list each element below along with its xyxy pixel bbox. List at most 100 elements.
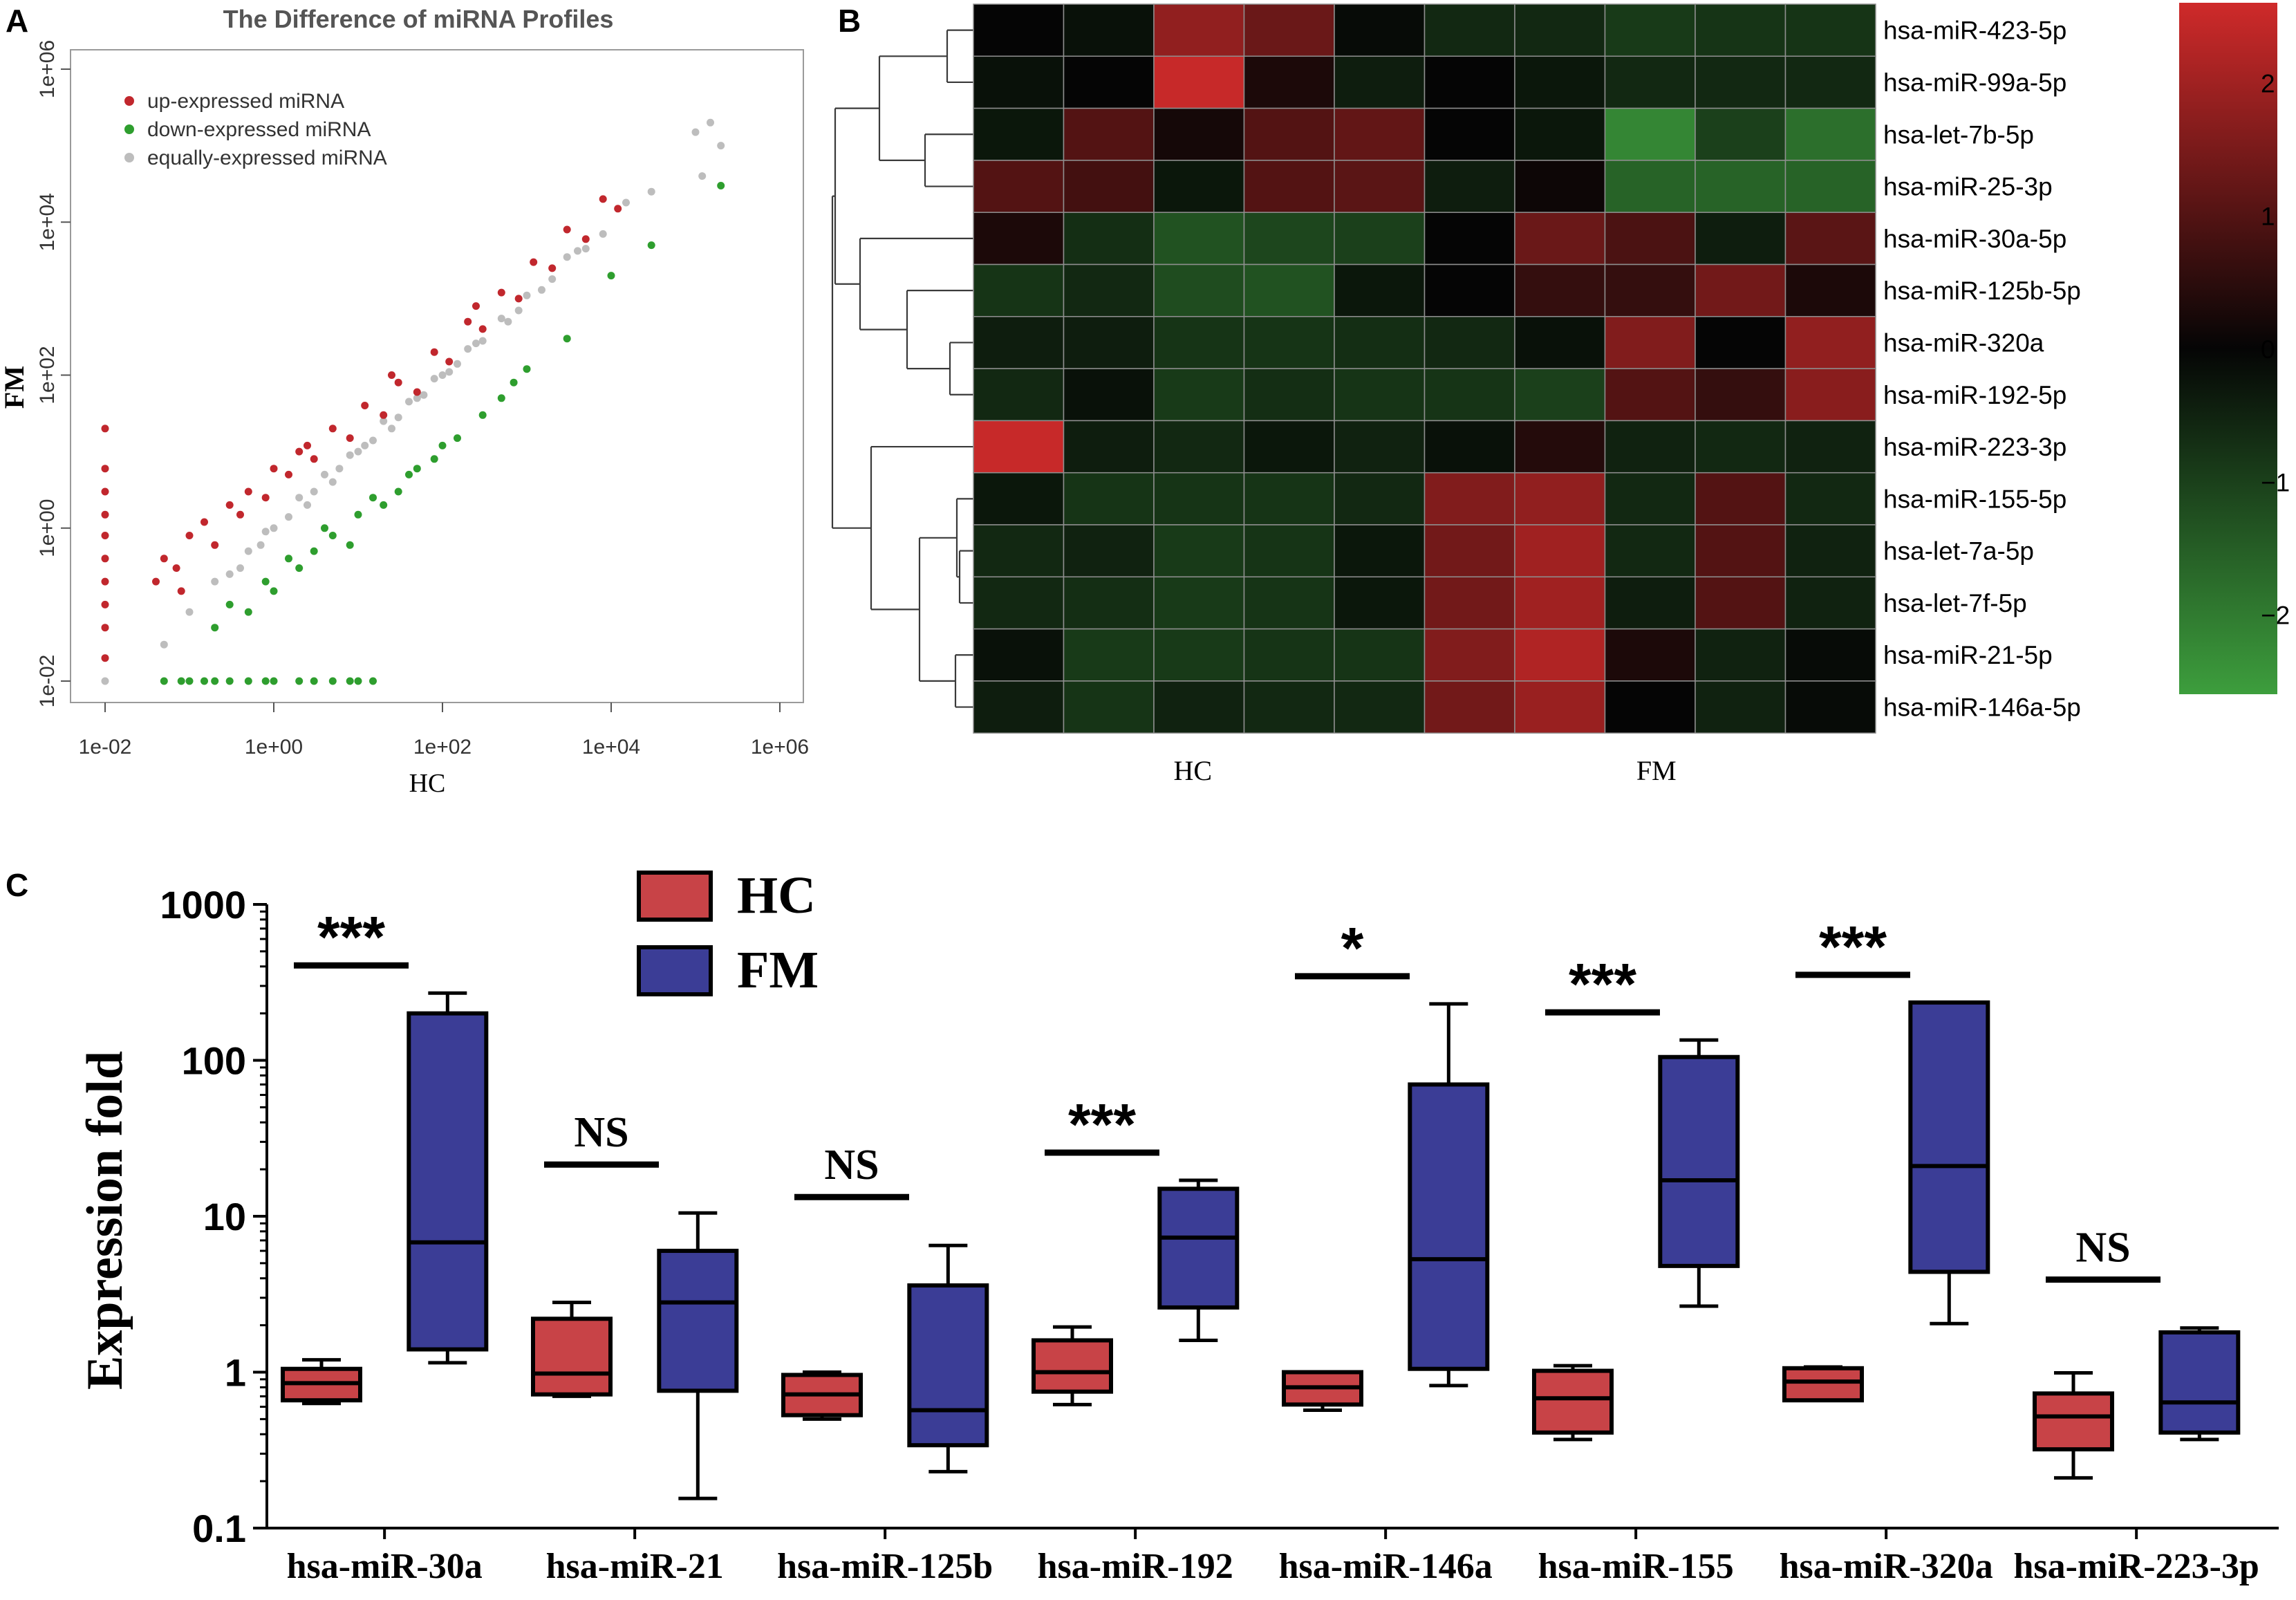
heatmap-cell: [1424, 420, 1515, 474]
scatter-point-down: [717, 182, 725, 189]
scatter-point-down: [225, 600, 234, 608]
heatmap-cell: [1063, 420, 1155, 474]
heatmap-cell: [1514, 212, 1606, 266]
heatmap-cell: [1334, 263, 1426, 317]
heatmap-cell: [1514, 316, 1606, 369]
heatmap-cell: [1604, 212, 1696, 266]
scatter-point-equal: [647, 187, 655, 196]
heatmap-cell: [1784, 212, 1876, 266]
scatter-point-up: [172, 564, 180, 573]
box-fm-hsa-miR-125b: [907, 1243, 989, 1473]
heatmap-cell: [1784, 680, 1876, 734]
heatmap-cell: [1604, 472, 1696, 525]
heatmap-cell: [1784, 107, 1876, 161]
heatmap-cell: [1695, 160, 1786, 213]
scatter-point-down: [244, 677, 252, 685]
scatter-y-tick-label: 1e+02: [36, 346, 59, 404]
heatmap-cell: [1243, 107, 1335, 161]
heatmap-group-label: FM: [1636, 755, 1677, 786]
scatter-point-equal: [295, 494, 304, 502]
scatter-point-down: [563, 335, 571, 343]
heatmap-cell: [1514, 472, 1606, 525]
scatter-point-up: [361, 402, 369, 409]
scatter-point-up: [211, 541, 219, 549]
scatter-title: The Difference of miRNA Profiles: [223, 5, 614, 33]
heatmap-cell: [1784, 160, 1876, 213]
heatmap-cell: [1063, 680, 1155, 734]
heatmap-cell: [973, 576, 1065, 630]
scatter-point-up: [514, 295, 523, 303]
heatmap-row-label: hsa-miR-125b-5p: [1883, 277, 2081, 305]
heatmap-cell: [1334, 212, 1426, 266]
box-iqr: [657, 1249, 739, 1393]
scatter-point-up: [380, 411, 388, 419]
scatter-point-down: [225, 677, 234, 685]
scatter-point-down: [369, 677, 377, 685]
box-iqr: [1408, 1082, 1490, 1371]
scatter-point-up: [101, 654, 109, 662]
scatter-point-up: [464, 317, 472, 326]
scatter-point-up: [285, 470, 292, 478]
scatter-point-up: [270, 465, 278, 473]
scatter-point-equal: [472, 339, 480, 348]
scatter-point-equal: [346, 451, 354, 459]
scatter-point-up: [101, 425, 109, 433]
box-iqr: [1782, 1366, 1864, 1403]
scatter-point-equal: [717, 142, 725, 150]
heatmap-cell: [1063, 212, 1155, 266]
row-dendrogram: [831, 29, 973, 708]
heatmap-cell: [1514, 160, 1606, 213]
boxplot-y-tick-label: 1: [225, 1351, 246, 1395]
heatmap-row-label: hsa-let-7f-5p: [1883, 589, 2027, 617]
heatmap-cell: [1604, 420, 1696, 474]
heatmap-group-label: HC: [1173, 755, 1212, 786]
scatter-point-equal: [354, 447, 362, 456]
scatter-legend-marker: [124, 96, 134, 106]
heatmap-cell: [1695, 628, 1786, 682]
scatter-point-down: [270, 677, 278, 685]
heatmap-cell: [1695, 3, 1786, 57]
heatmap-cell: [973, 55, 1065, 109]
heatmap-cell: [1063, 576, 1155, 630]
scatter-point-equal: [454, 360, 461, 368]
scatter-point-up: [101, 510, 109, 519]
scatter-point-equal: [361, 441, 369, 449]
scatter-point-down: [185, 677, 194, 685]
scatter-point-equal: [420, 391, 428, 399]
scatter-point-equal: [185, 608, 194, 616]
boxplot-category-label: hsa-miR-125b: [777, 1547, 993, 1586]
heatmap-cell: [1695, 368, 1786, 422]
scatter-point-up: [472, 302, 480, 310]
heatmap-cell: [1514, 107, 1606, 161]
scatter-point-up: [101, 600, 109, 608]
scatter-point-down: [285, 555, 292, 563]
heatmap-cell: [1514, 420, 1606, 474]
heatmap-cell: [1334, 55, 1426, 109]
heatmap-cell: [1334, 524, 1426, 578]
boxplot-category-label: hsa-miR-30a: [287, 1547, 483, 1586]
boxplot-legend-label: FM: [737, 941, 819, 999]
boxplot-y-axis-label: Expression fold: [77, 1051, 133, 1390]
heatmap-cell: [1695, 576, 1786, 630]
heatmap-cell: [1604, 316, 1696, 369]
box-hc-hsa-miR-192: [1032, 1325, 1113, 1406]
scatter-point-down: [454, 434, 461, 443]
scatter-point-down: [430, 455, 438, 463]
box-iqr: [907, 1283, 989, 1448]
heatmap-cell: [1695, 263, 1786, 317]
scatter-y-tick-label: 1e+06: [36, 40, 59, 98]
heatmap-cell: [1514, 55, 1606, 109]
heatmap-cell: [1424, 680, 1515, 734]
scatter-point-equal: [101, 677, 109, 685]
scatter-point-down: [270, 587, 278, 595]
heatmap-cell: [973, 3, 1065, 57]
heatmap-cell: [1334, 3, 1426, 57]
heatmap-cell: [973, 316, 1065, 369]
heatmap-cell: [1695, 212, 1786, 266]
significance-label: NS: [574, 1109, 628, 1156]
heatmap-cell: [1784, 524, 1876, 578]
scatter-point-up: [261, 494, 270, 502]
heatmap-cell: [1063, 524, 1155, 578]
scatter-point-equal: [563, 253, 571, 261]
scatter-point-up: [394, 378, 402, 387]
